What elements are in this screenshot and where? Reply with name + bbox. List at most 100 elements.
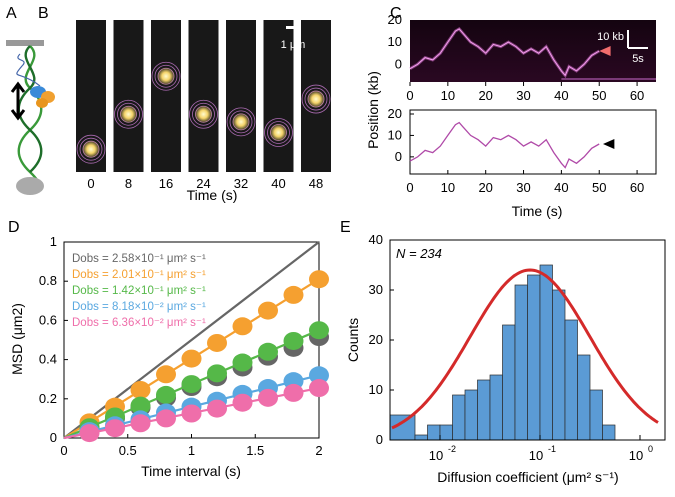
frame-time-label: 40 [271,176,285,191]
kymo-scale-s: 5s [632,53,644,65]
kymo-ytick-label: 0 [395,56,402,71]
msd-chart-panel-d: 0 0.5 1 1.5 2 0 0.2 0.4 0.6 0.8 1 Dobs = 2.58×10⁻¹ … [39,234,329,458]
panel-label-d: D [8,219,20,236]
line-xtick-label: 20 [478,180,492,195]
msd-data-point [156,385,176,404]
kymo-xtick-label: 10 [441,88,455,103]
histogram-bar [477,379,491,441]
msd-xtick-label: 2 [315,443,322,458]
msd-data-point [105,419,125,438]
msd-data-point [309,321,329,340]
kymo-xtick-label: 60 [630,88,644,103]
contour-ring [79,137,103,161]
fluorescent-spot [232,112,250,131]
histogram-bar [552,289,566,441]
panel-d-xlabel: Time interval (s) [141,463,241,479]
kymo-ytick-label: 10 [388,34,402,49]
contour-ring [114,99,143,129]
msd-data-point [130,396,151,415]
msd-xtick-label: 0.5 [119,443,137,458]
image-strip [113,20,144,172]
msd-data-point [130,380,151,399]
line-xtick-label: 0 [406,180,413,195]
kymograph-trace [409,28,600,77]
image-strip [226,20,256,172]
hist-xtick-exponent: 0 [648,444,653,454]
fluorescent-spot [269,123,288,142]
panel-e-annotation: N = 234 [396,246,442,261]
msd-data-point [309,366,329,385]
msd-legend-entry: Dobs = 6.36×10⁻² μm² s⁻¹ [72,317,206,329]
fluorescent-spot [82,140,100,159]
histogram-bar [502,324,516,441]
panel-label-c: C [390,5,402,22]
bead [16,177,44,195]
msd-legend-entry: Dobs = 2.01×10⁻¹ μm² s⁻¹ [72,269,206,281]
histogram-bar [527,274,541,441]
msd-ytick-label: 0.8 [39,273,57,288]
line-xtick-label: 40 [554,180,568,195]
hist-xtick-exponent: -2 [448,444,456,454]
protein-orange-2 [36,98,48,108]
end-marker-bottom [603,139,615,149]
histogram-bar [452,394,466,441]
msd-data-point [232,353,253,372]
msd-data-point [181,375,202,394]
line-ytick-label: 10 [388,127,402,142]
hist-xtick-exponent: -1 [548,444,556,454]
msd-data-point [130,414,151,433]
histogram-bar [414,434,428,441]
panel-label-a: A [6,5,17,22]
hist-xtick-base: 10 [529,448,543,463]
kymo-xtick-label: 20 [478,88,492,103]
contour-ring [267,121,290,144]
histogram-bar [602,424,616,441]
image-strip [188,20,219,172]
line-plot-frame [409,109,657,175]
msd-ytick-label: 0.4 [39,352,57,367]
contour-ring [229,110,253,134]
kymo-xtick-label: 30 [516,88,530,103]
contour-ring [117,102,140,126]
histogram-bar [427,424,441,441]
msd-ytick-label: 1 [50,234,57,249]
msd-data-point [181,349,202,368]
msd-data-point [283,331,304,350]
msd-legend-entry: Dobs = 1.42×10⁻¹ μm² s⁻¹ [72,285,206,297]
hist-xtick-base: 10 [629,448,643,463]
msd-data-point [283,383,304,402]
frame-time-label: 0 [87,176,94,191]
msd-legend-entry: Dobs = 2.58×10⁻¹ μm² s⁻¹ [72,253,206,265]
histogram-bar [589,389,603,441]
image-strip [151,20,181,172]
histogram-bar [564,319,578,441]
msd-ytick-label: 0 [50,430,57,445]
msd-data-point [232,317,253,336]
panel-b-xlabel: Time (s) [187,187,238,203]
diffusion-arrow-icon [10,81,26,121]
histogram-bar [539,264,553,441]
fluorescent-spot [307,90,325,109]
frame-time-label: 48 [309,176,323,191]
msd-xtick-label: 0 [60,443,67,458]
panel-c-xlabel: Time (s) [512,203,563,219]
kymo-scale-kb: 10 kb [597,31,624,43]
histogram-bar [514,284,528,441]
contour-ring [154,64,178,88]
line-ytick-label: 20 [388,106,402,121]
hist-xtick-base: 10 [429,448,443,463]
frame-time-label: 24 [196,176,210,191]
msd-data-point [79,424,100,443]
kymo-xtick-label: 40 [554,88,568,103]
msd-data-point [283,285,304,304]
surface-bar [6,40,44,46]
histogram-bar [439,424,453,441]
line-xtick-label: 10 [441,180,455,195]
contour-ring [76,134,106,164]
frame-time-label: 32 [234,176,248,191]
histogram-bar [577,354,591,441]
fluorescent-spot [157,67,175,86]
msd-data-point [309,379,329,398]
line-xtick-label: 60 [630,180,644,195]
